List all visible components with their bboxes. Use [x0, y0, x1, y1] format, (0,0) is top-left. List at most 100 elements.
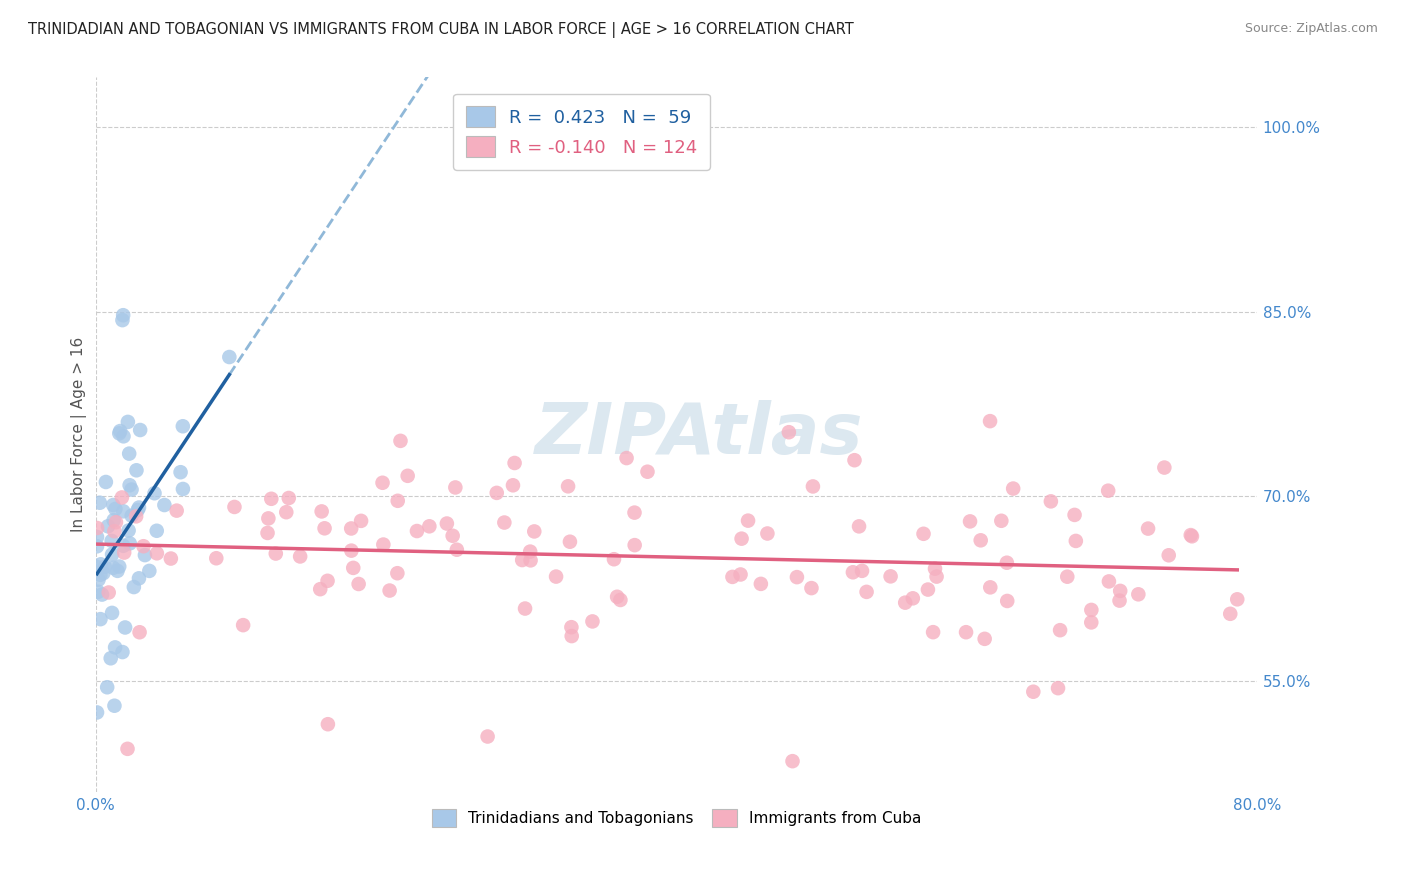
Point	[169, 465, 191, 479]
Text: ZIPAtlas: ZIPAtlas	[536, 401, 863, 469]
Point	[730, 567, 752, 582]
Point	[1137, 522, 1160, 536]
Point	[309, 582, 332, 596]
Point	[1047, 681, 1070, 695]
Point	[117, 415, 139, 429]
Point	[117, 524, 139, 538]
Point	[97, 585, 120, 599]
Point	[166, 503, 188, 517]
Point	[786, 570, 808, 584]
Point	[112, 429, 135, 443]
Point	[1226, 592, 1249, 607]
Point	[112, 545, 135, 559]
Point	[311, 504, 333, 518]
Point	[127, 503, 149, 517]
Point	[1056, 570, 1078, 584]
Point	[112, 308, 135, 322]
Point	[389, 434, 412, 448]
Point	[118, 536, 141, 550]
Point	[721, 570, 744, 584]
Point	[264, 547, 287, 561]
Y-axis label: In Labor Force | Age > 16: In Labor Force | Age > 16	[72, 337, 87, 533]
Point	[519, 553, 541, 567]
Point	[112, 504, 135, 518]
Point	[146, 546, 169, 560]
Point	[108, 426, 131, 441]
Point	[103, 498, 125, 512]
Point	[855, 585, 877, 599]
Point	[143, 486, 166, 500]
Point	[86, 521, 108, 535]
Point	[494, 516, 516, 530]
Point	[114, 620, 136, 634]
Point	[104, 640, 127, 655]
Point	[260, 491, 283, 506]
Point	[101, 548, 124, 562]
Point	[737, 514, 759, 528]
Point	[1153, 460, 1175, 475]
Point	[519, 544, 541, 558]
Point	[436, 516, 458, 531]
Point	[104, 515, 127, 529]
Point	[1098, 574, 1121, 589]
Point	[373, 537, 395, 551]
Point	[444, 480, 467, 494]
Point	[756, 526, 779, 541]
Point	[86, 539, 108, 553]
Point	[314, 521, 336, 535]
Point	[979, 414, 1001, 428]
Point	[749, 577, 772, 591]
Point	[418, 519, 440, 533]
Point	[103, 698, 125, 713]
Legend: Trinidadians and Tobagonians, Immigrants from Cuba: Trinidadians and Tobagonians, Immigrants…	[425, 801, 929, 834]
Point	[603, 552, 626, 566]
Point	[1049, 623, 1071, 637]
Point	[441, 529, 464, 543]
Point	[111, 313, 134, 327]
Point	[118, 478, 141, 492]
Point	[879, 569, 901, 583]
Point	[129, 423, 152, 437]
Point	[87, 573, 110, 587]
Point	[842, 566, 865, 580]
Point	[778, 425, 800, 440]
Point	[523, 524, 546, 539]
Point	[959, 515, 981, 529]
Point	[96, 680, 118, 694]
Point	[97, 519, 120, 533]
Point	[86, 530, 108, 544]
Point	[276, 505, 298, 519]
Point	[1022, 684, 1045, 698]
Point	[558, 534, 581, 549]
Point	[561, 629, 583, 643]
Point	[108, 424, 131, 438]
Point	[350, 514, 373, 528]
Point	[623, 506, 645, 520]
Point	[256, 525, 278, 540]
Point	[93, 566, 115, 581]
Point	[979, 580, 1001, 594]
Point	[121, 483, 143, 497]
Point	[103, 524, 125, 539]
Point	[87, 584, 110, 599]
Point	[340, 543, 363, 558]
Point	[111, 491, 134, 505]
Point	[513, 601, 536, 615]
Point	[485, 486, 508, 500]
Point	[90, 558, 112, 572]
Point	[995, 594, 1018, 608]
Point	[955, 625, 977, 640]
Point	[121, 508, 143, 523]
Point	[560, 620, 582, 634]
Point	[922, 625, 945, 640]
Point	[557, 479, 579, 493]
Point	[581, 615, 603, 629]
Point	[160, 551, 183, 566]
Point	[606, 590, 628, 604]
Point	[848, 519, 870, 533]
Point	[112, 539, 135, 553]
Point	[340, 521, 363, 535]
Point	[100, 651, 122, 665]
Point	[107, 564, 129, 578]
Point	[1097, 483, 1119, 498]
